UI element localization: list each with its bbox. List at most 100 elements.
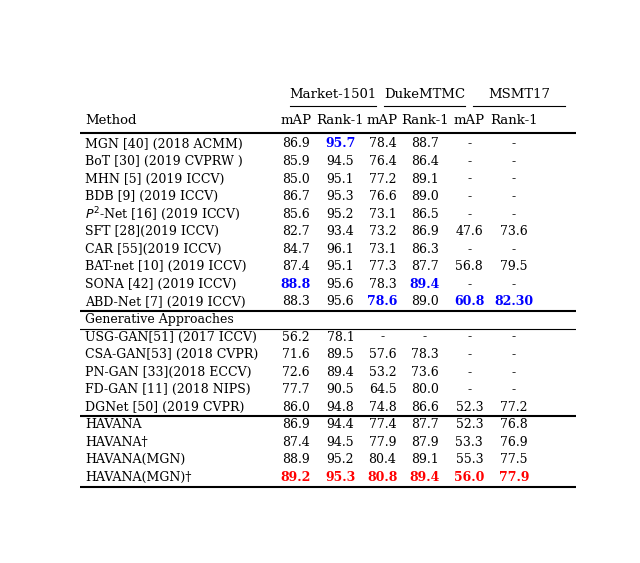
- Text: 64.5: 64.5: [369, 383, 396, 396]
- Text: -: -: [512, 383, 516, 396]
- Text: 88.3: 88.3: [282, 296, 310, 309]
- Text: 77.4: 77.4: [369, 418, 396, 431]
- Text: FD-GAN [11] (2018 NIPS): FD-GAN [11] (2018 NIPS): [85, 383, 251, 396]
- Text: Market-1501: Market-1501: [289, 88, 376, 101]
- Text: CAR [55](2019 ICCV): CAR [55](2019 ICCV): [85, 243, 221, 256]
- Text: 95.3: 95.3: [326, 190, 354, 203]
- Text: 87.7: 87.7: [411, 418, 438, 431]
- Text: 77.2: 77.2: [500, 401, 528, 414]
- Text: 77.3: 77.3: [369, 260, 396, 274]
- Text: 76.9: 76.9: [500, 436, 528, 449]
- Text: 94.4: 94.4: [326, 418, 355, 431]
- Text: 85.9: 85.9: [282, 155, 310, 168]
- Text: 73.6: 73.6: [500, 225, 528, 238]
- Text: -: -: [512, 155, 516, 168]
- Text: -: -: [467, 383, 472, 396]
- Text: ABD-Net [7] (2019 ICCV): ABD-Net [7] (2019 ICCV): [85, 296, 246, 309]
- Text: 74.8: 74.8: [369, 401, 396, 414]
- Text: BDB [9] (2019 ICCV): BDB [9] (2019 ICCV): [85, 190, 218, 203]
- Text: 77.5: 77.5: [500, 453, 528, 466]
- Text: BoT [30] (2019 CVPRW ): BoT [30] (2019 CVPRW ): [85, 155, 243, 168]
- Text: 56.2: 56.2: [282, 330, 310, 343]
- Text: 77.9: 77.9: [369, 436, 396, 449]
- Text: 76.4: 76.4: [369, 155, 396, 168]
- Text: 86.5: 86.5: [411, 208, 438, 221]
- Text: 53.3: 53.3: [456, 436, 483, 449]
- Text: 77.2: 77.2: [369, 173, 396, 186]
- Text: Method: Method: [85, 114, 136, 127]
- Text: 55.3: 55.3: [456, 453, 483, 466]
- Text: 79.5: 79.5: [500, 260, 528, 274]
- Text: 89.4: 89.4: [410, 278, 440, 291]
- Text: 96.1: 96.1: [326, 243, 355, 256]
- Text: 52.3: 52.3: [456, 418, 483, 431]
- Text: -: -: [467, 278, 472, 291]
- Text: $P^2$-Net [16] (2019 ICCV): $P^2$-Net [16] (2019 ICCV): [85, 205, 240, 223]
- Text: 53.2: 53.2: [369, 366, 396, 379]
- Text: 78.1: 78.1: [326, 330, 355, 343]
- Text: 78.3: 78.3: [411, 348, 438, 361]
- Text: -: -: [467, 155, 472, 168]
- Text: MSMT17: MSMT17: [488, 88, 550, 101]
- Text: -: -: [512, 208, 516, 221]
- Text: 87.4: 87.4: [282, 260, 310, 274]
- Text: 86.7: 86.7: [282, 190, 310, 203]
- Text: 95.2: 95.2: [326, 453, 354, 466]
- Text: 94.5: 94.5: [326, 155, 354, 168]
- Text: mAP: mAP: [280, 114, 311, 127]
- Text: HAVANA†: HAVANA†: [85, 436, 148, 449]
- Text: 85.0: 85.0: [282, 173, 310, 186]
- Text: 95.3: 95.3: [325, 471, 356, 484]
- Text: 76.6: 76.6: [369, 190, 396, 203]
- Text: 95.1: 95.1: [326, 173, 354, 186]
- Text: -: -: [467, 348, 472, 361]
- Text: 86.6: 86.6: [411, 401, 438, 414]
- Text: 95.2: 95.2: [326, 208, 354, 221]
- Text: Rank-1: Rank-1: [490, 114, 538, 127]
- Text: Rank-1: Rank-1: [317, 114, 364, 127]
- Text: 89.1: 89.1: [411, 173, 438, 186]
- Text: 82.30: 82.30: [495, 296, 534, 309]
- Text: CSA-GAN[53] (2018 CVPR): CSA-GAN[53] (2018 CVPR): [85, 348, 258, 361]
- Text: -: -: [381, 330, 385, 343]
- Text: Generative Approaches: Generative Approaches: [85, 313, 234, 326]
- Text: Rank-1: Rank-1: [401, 114, 449, 127]
- Text: -: -: [422, 330, 427, 343]
- Text: 78.4: 78.4: [369, 137, 396, 150]
- Text: -: -: [467, 208, 472, 221]
- Text: -: -: [512, 278, 516, 291]
- Text: 87.4: 87.4: [282, 436, 310, 449]
- Text: -: -: [467, 243, 472, 256]
- Text: -: -: [512, 348, 516, 361]
- Text: 90.5: 90.5: [326, 383, 354, 396]
- Text: 95.7: 95.7: [325, 137, 356, 150]
- Text: MHN [5] (2019 ICCV): MHN [5] (2019 ICCV): [85, 173, 225, 186]
- Text: 82.7: 82.7: [282, 225, 310, 238]
- Text: 80.4: 80.4: [369, 453, 397, 466]
- Text: 80.8: 80.8: [367, 471, 397, 484]
- Text: 86.9: 86.9: [282, 418, 310, 431]
- Text: 56.0: 56.0: [454, 471, 484, 484]
- Text: MGN [40] (2018 ACMM): MGN [40] (2018 ACMM): [85, 137, 243, 150]
- Text: 86.3: 86.3: [411, 243, 438, 256]
- Text: -: -: [512, 366, 516, 379]
- Text: 52.3: 52.3: [456, 401, 483, 414]
- Text: 78.6: 78.6: [367, 296, 397, 309]
- Text: 94.8: 94.8: [326, 401, 355, 414]
- Text: 73.1: 73.1: [369, 208, 396, 221]
- Text: 86.4: 86.4: [411, 155, 438, 168]
- Text: HAVANA(MGN)†: HAVANA(MGN)†: [85, 471, 191, 484]
- Text: 57.6: 57.6: [369, 348, 396, 361]
- Text: -: -: [512, 243, 516, 256]
- Text: -: -: [467, 366, 472, 379]
- Text: PN-GAN [33](2018 ECCV): PN-GAN [33](2018 ECCV): [85, 366, 252, 379]
- Text: 87.7: 87.7: [411, 260, 438, 274]
- Text: BAT-net [10] (2019 ICCV): BAT-net [10] (2019 ICCV): [85, 260, 246, 274]
- Text: 89.1: 89.1: [411, 453, 438, 466]
- Text: 76.8: 76.8: [500, 418, 528, 431]
- Text: SONA [42] (2019 ICCV): SONA [42] (2019 ICCV): [85, 278, 236, 291]
- Text: -: -: [467, 137, 472, 150]
- Text: 73.2: 73.2: [369, 225, 396, 238]
- Text: HAVANA(MGN): HAVANA(MGN): [85, 453, 185, 466]
- Text: 94.5: 94.5: [326, 436, 354, 449]
